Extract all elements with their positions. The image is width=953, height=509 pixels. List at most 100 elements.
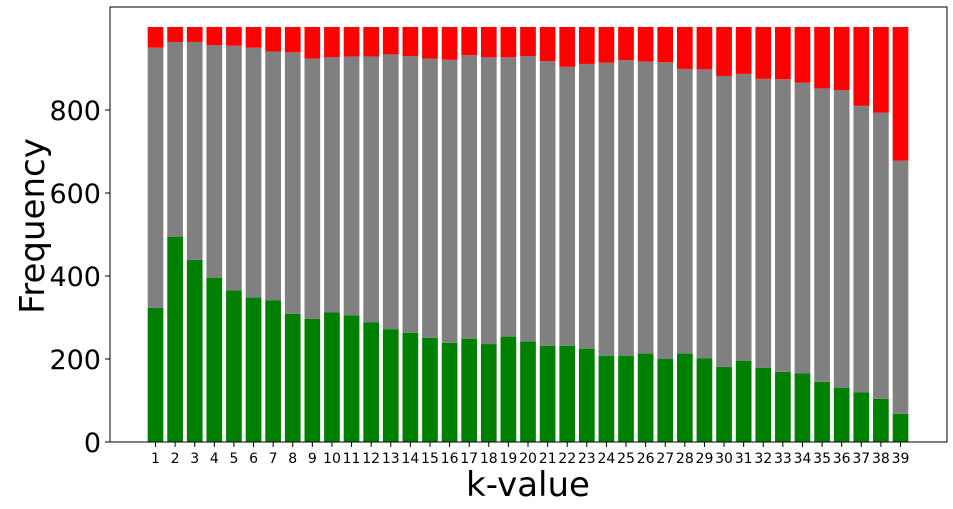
bar-k12-segment-0 <box>363 322 379 442</box>
y-tick-label: 200 <box>49 345 101 376</box>
bar-k15-segment-1 <box>422 58 438 338</box>
bar-k16-segment-2 <box>441 27 458 60</box>
bar-k24-segment-1 <box>598 62 615 356</box>
bar-k17-segment-2 <box>461 27 478 56</box>
bar-k31-segment-0 <box>735 360 752 442</box>
x-tick-label: 9 <box>308 451 317 467</box>
bar-k13-segment-2 <box>382 27 399 55</box>
bar-k10-segment-1 <box>324 57 340 313</box>
bar-k3-segment-0 <box>186 259 203 442</box>
bar-k6-segment-2 <box>245 27 262 48</box>
x-tick-label: 2 <box>171 451 180 467</box>
x-tick-label: 18 <box>480 451 498 467</box>
bar-k21-segment-1 <box>539 61 556 346</box>
bar-k26-segment-2 <box>637 27 654 62</box>
bar-k11-segment-2 <box>343 27 360 57</box>
x-tick-label: 11 <box>343 451 361 467</box>
bar-k28-segment-2 <box>677 27 693 69</box>
bar-k4-segment-1 <box>206 45 223 278</box>
bar-k2-segment-2 <box>167 27 183 42</box>
bar-k36-segment-2 <box>833 27 850 91</box>
bar-k37-segment-2 <box>853 27 870 106</box>
bar-k14-segment-2 <box>402 27 419 57</box>
bar-k7-segment-1 <box>265 51 281 301</box>
bar-k10-segment-0 <box>324 312 340 442</box>
x-tick-label: 16 <box>441 451 459 467</box>
x-tick-label: 36 <box>833 451 851 467</box>
bar-k8-segment-1 <box>284 52 301 314</box>
bar-k7-segment-0 <box>265 300 281 442</box>
bar-k37-segment-1 <box>853 105 870 393</box>
bar-k17-segment-1 <box>461 55 478 339</box>
bar-k18-segment-0 <box>480 344 497 442</box>
bar-k2-segment-1 <box>167 41 183 237</box>
bar-k31-segment-1 <box>735 73 752 361</box>
x-tick-label: 26 <box>637 451 655 467</box>
bar-k23-segment-2 <box>578 27 595 64</box>
bar-k22-segment-2 <box>559 27 576 67</box>
bar-k7-segment-2 <box>265 27 281 52</box>
bar-k24-segment-2 <box>598 27 615 63</box>
x-tick-label: 23 <box>578 451 596 467</box>
y-tick-label: 600 <box>49 179 101 210</box>
bar-k25-segment-2 <box>618 27 634 61</box>
y-axis: 0 200 400 600 800 <box>49 96 110 459</box>
bar-k28-segment-0 <box>677 353 693 442</box>
bar-k27-segment-2 <box>657 27 674 63</box>
bar-k3-segment-2 <box>186 27 203 42</box>
x-tick-label: 6 <box>249 451 258 467</box>
bar-k33-segment-1 <box>775 79 791 372</box>
x-tick-label: 24 <box>598 451 616 467</box>
x-tick-label: 13 <box>382 451 400 467</box>
x-tick-label: 22 <box>558 451 576 467</box>
bar-k38-segment-1 <box>873 112 889 399</box>
bar-k13-segment-0 <box>382 329 399 442</box>
x-axis: 1 2 3 4 5 6 7 8 9 10 11 12 13 14 15 16 17 18 19 20 21 22 23 24 2… <box>151 442 909 467</box>
x-tick-label: 31 <box>735 451 753 467</box>
bar-k31-segment-2 <box>735 27 752 74</box>
bar-k33-segment-2 <box>775 27 791 80</box>
bar-k34-segment-0 <box>794 373 811 442</box>
bar-k16-segment-1 <box>441 59 458 343</box>
bar-k35-segment-0 <box>814 381 830 442</box>
bar-k11-segment-1 <box>343 56 360 316</box>
bar-k1-segment-0 <box>147 307 164 442</box>
x-tick-label: 7 <box>269 451 278 467</box>
bar-k21-segment-0 <box>539 345 556 442</box>
y-tick-label: 800 <box>49 96 101 127</box>
bar-k29-segment-1 <box>696 69 713 359</box>
bar-k24-segment-0 <box>598 355 615 442</box>
bar-k5-segment-2 <box>226 27 242 46</box>
bar-k30-segment-2 <box>716 27 732 76</box>
bar-k16-segment-0 <box>441 342 458 442</box>
bar-k14-segment-0 <box>402 332 419 442</box>
x-tick-label: 5 <box>229 451 238 467</box>
x-tick-label: 10 <box>323 451 341 467</box>
bar-k29-segment-2 <box>696 27 713 70</box>
bar-k2-segment-0 <box>167 236 183 442</box>
x-tick-label: 27 <box>656 451 674 467</box>
bar-k4-segment-0 <box>206 277 223 442</box>
bar-k19-segment-2 <box>500 27 517 58</box>
bar-k8-segment-0 <box>284 313 301 442</box>
bar-k35-segment-1 <box>814 88 830 382</box>
x-tick-label: 14 <box>401 451 419 467</box>
x-tick-label: 3 <box>190 451 199 467</box>
bar-k33-segment-0 <box>775 371 791 442</box>
bar-k30-segment-0 <box>716 366 732 442</box>
bar-k39-segment-2 <box>892 27 909 161</box>
bars-layer <box>147 27 909 442</box>
bar-k32-segment-1 <box>755 78 772 368</box>
x-tick-label: 38 <box>872 451 890 467</box>
bar-k34-segment-2 <box>794 27 811 83</box>
bar-k37-segment-0 <box>853 392 870 442</box>
bar-k19-segment-0 <box>500 336 517 442</box>
bar-k20-segment-0 <box>520 341 536 442</box>
bar-k18-segment-1 <box>480 57 497 345</box>
bar-k3-segment-1 <box>186 41 203 260</box>
x-tick-label: 39 <box>892 451 910 467</box>
bar-k9-segment-1 <box>304 58 321 319</box>
bar-k29-segment-0 <box>696 358 713 442</box>
bar-k15-segment-0 <box>422 337 438 442</box>
x-tick-label: 28 <box>676 451 694 467</box>
